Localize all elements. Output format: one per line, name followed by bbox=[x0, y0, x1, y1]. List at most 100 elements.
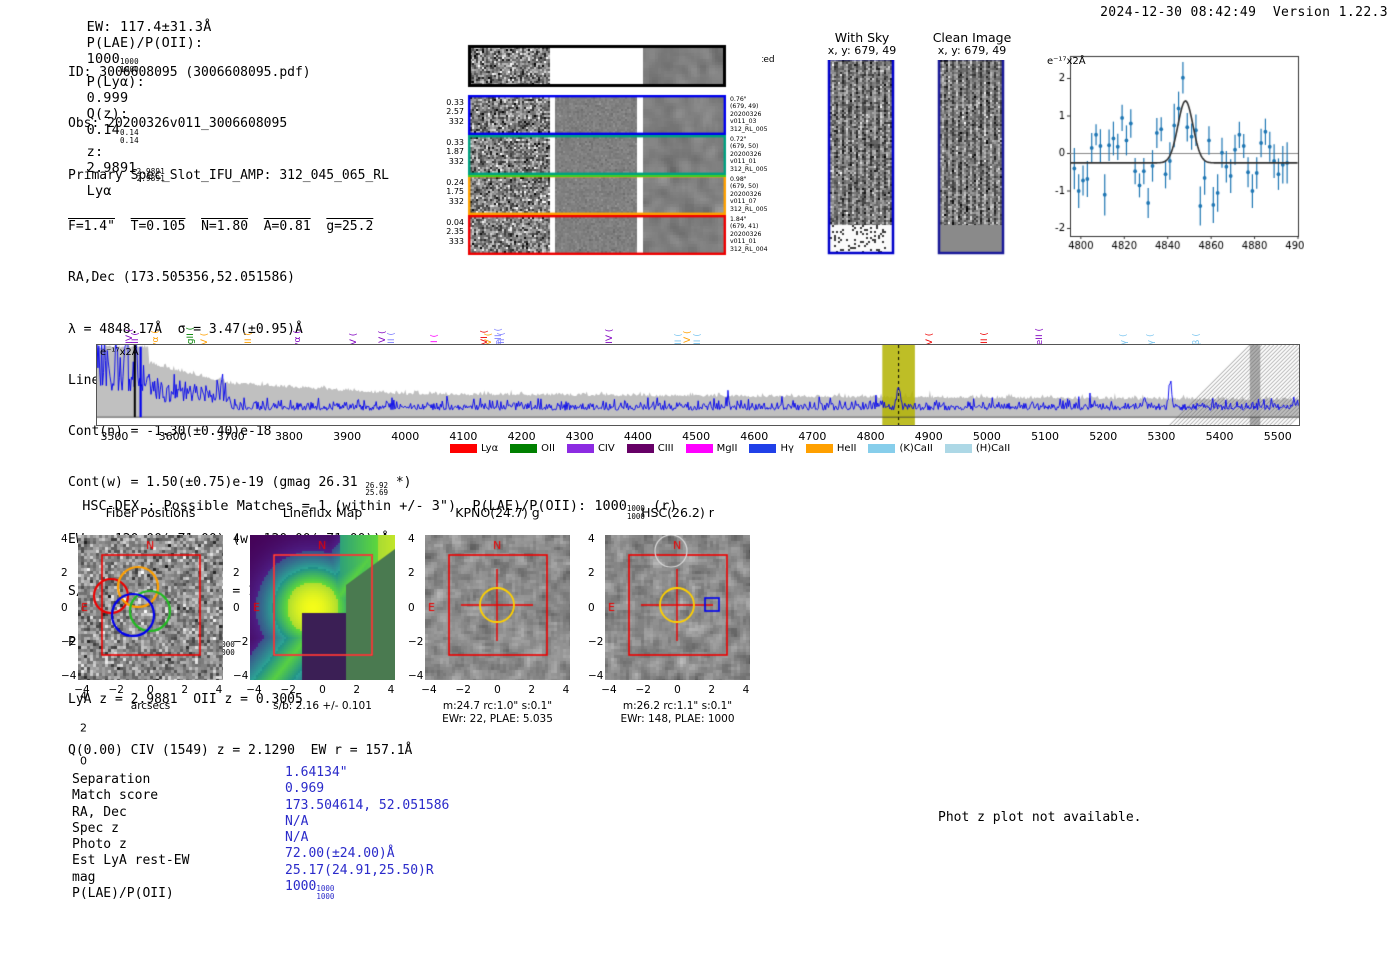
legend-swatch bbox=[749, 444, 777, 453]
cutout-ytick: 0 bbox=[408, 601, 415, 614]
spectrum-xtick: 4100 bbox=[449, 430, 478, 443]
cutout-xtick: 2 bbox=[181, 684, 189, 696]
hscdex-plae-fraction: 1000 1000 bbox=[626, 504, 645, 521]
cutout-ytick: 0 bbox=[61, 601, 68, 614]
cutout-xtick: 0 bbox=[494, 684, 501, 696]
spectrum-xtick: 5000 bbox=[972, 430, 1001, 443]
line-fit-canvas bbox=[1036, 50, 1304, 260]
spectrum-xtick: 4600 bbox=[740, 430, 769, 443]
with-sky-coords: x, y: 679, 49 bbox=[827, 44, 897, 57]
clean-image-title: Clean Image bbox=[932, 30, 1012, 45]
spec2d-row-values: 0.33 1.87 332 bbox=[446, 138, 464, 166]
match-row-label: Spec z bbox=[72, 820, 119, 836]
cutout-ytick: −4 bbox=[61, 670, 77, 682]
spectrum-xtick: 3800 bbox=[274, 430, 303, 443]
cutout-image-2 bbox=[425, 535, 570, 680]
legend-label: HeII bbox=[836, 443, 857, 454]
cutout-xtick: −4 bbox=[246, 684, 262, 696]
match-table-values: 1.64134" 0.969 173.504614, 52.051586 N/A N/A… bbox=[285, 765, 449, 901]
cutout-xtick: −2 bbox=[280, 684, 296, 696]
hscdex-prefix: HSC-DEX : Possible Matches = 1 (within +… bbox=[82, 498, 595, 514]
cutout-xtick: −4 bbox=[601, 684, 617, 696]
spectrum-xtick: 5200 bbox=[1089, 430, 1118, 443]
header-plae-value: 1000 bbox=[86, 51, 120, 67]
cutout-title-2: KPNO(24.7) g bbox=[455, 505, 540, 520]
header-plya-value: 0.999 bbox=[86, 89, 129, 106]
cutout-image-1 bbox=[250, 535, 395, 680]
cutout-image-0 bbox=[78, 535, 223, 680]
cutout-title-0: Fiber Positions bbox=[105, 505, 196, 520]
match-row-label: P(LAE)/P(OII) bbox=[72, 886, 174, 902]
spectrum-xtick: 4400 bbox=[623, 430, 652, 443]
2d-spectrum-panel: 2D Spec Pixel Flat Smoothed Weighted Sum… bbox=[432, 33, 775, 263]
legend-item: OII bbox=[510, 443, 555, 454]
hscdex-suffix: (r) bbox=[644, 498, 678, 514]
legend-item: CIV bbox=[566, 443, 615, 454]
spectrum-xtick: 4900 bbox=[914, 430, 943, 443]
legend-item: MgII bbox=[685, 443, 738, 454]
cutout-ytick: −2 bbox=[233, 635, 249, 648]
spec2d-row-meta: 0.98" (679, 50) 20200326 v011_07 312_RL_005 bbox=[730, 176, 768, 213]
info-redshifts: LyA z = 2.9881 OII z = 0.3005 bbox=[68, 691, 303, 707]
cutout-caption-line1: m:26.2 rc:1.1" s:0.1" bbox=[622, 700, 733, 712]
spectrum-xtick: 3500 bbox=[100, 430, 129, 443]
emission-line-label-row: SiIV (SiII (Lyα (MgII (NV (SiII (Lyα (NV… bbox=[0, 280, 1400, 352]
hsc-dex-match-line: HSC-DEX : Possible Matches = 1 (within +… bbox=[66, 482, 677, 521]
cutout-ytick: 4 bbox=[408, 533, 415, 545]
legend-swatch bbox=[685, 444, 713, 453]
line-fit-plot-panel: e⁻¹⁷x2Å bbox=[1036, 50, 1304, 260]
legend-swatch bbox=[805, 444, 833, 453]
cutout-ytick: 2 bbox=[61, 567, 68, 580]
match-row-value: N/A bbox=[285, 813, 309, 829]
legend-item: Hγ bbox=[749, 443, 794, 454]
match-row-label: Est LyA rest-EW bbox=[72, 853, 190, 869]
cutout-xtick: 4 bbox=[742, 684, 750, 696]
sky-image-panels: With Sky x, y: 679, 49 Clean Image x, y:… bbox=[812, 30, 1022, 260]
match-row-value: N/A bbox=[285, 830, 309, 846]
legend-item: (H)CaII bbox=[944, 443, 1010, 454]
info-radec: RA,Dec (173.505356,52.051586) bbox=[68, 270, 295, 286]
spectrum-xtick: 5100 bbox=[1031, 430, 1060, 443]
match-row-label: Separation bbox=[72, 772, 151, 787]
cutout-ytick: 2 bbox=[588, 567, 595, 580]
spec2d-row-meta: 0.76" (679, 49) 20200326 v011_03 312_RL_005 bbox=[730, 96, 768, 133]
cutout-ytick: 4 bbox=[61, 533, 68, 545]
full-spectrum-plot bbox=[96, 344, 1300, 426]
info-continuum-narrow: Cont(n) = -1.30(±0.40)e-18 bbox=[68, 424, 272, 440]
cutout-ytick: −4 bbox=[408, 670, 424, 682]
header-z-value: 2.9891 bbox=[86, 160, 137, 177]
cutout-xtick: 2 bbox=[528, 684, 536, 696]
cutout-xtick: 2 bbox=[708, 684, 716, 696]
info-plae-fraction: 1000 1000 bbox=[216, 640, 235, 657]
spec2d-row-values: 0.24 1.75 332 bbox=[446, 178, 464, 206]
legend-label: CIV bbox=[597, 443, 615, 454]
spectrum-xtick: 5400 bbox=[1205, 430, 1234, 443]
cutout-ytick: 0 bbox=[588, 601, 595, 614]
spectrum-xtick: 4800 bbox=[856, 430, 885, 443]
spectrum-ytick: 2 bbox=[80, 721, 87, 735]
cutout-ytick: 2 bbox=[408, 567, 415, 580]
spectrum-xtick: 4700 bbox=[798, 430, 827, 443]
info-q-line: Q(0.00) CIV (1549) z = 2.1290 EW r = 157… bbox=[68, 742, 413, 758]
legend-swatch bbox=[566, 444, 594, 453]
legend-label: MgII bbox=[716, 443, 738, 454]
spectrum-xtick: 5300 bbox=[1147, 430, 1176, 443]
spectrum-xtick: 3700 bbox=[216, 430, 245, 443]
spec2d-row-values: 0.04 2.35 333 bbox=[446, 218, 464, 246]
cutout-xtick: −4 bbox=[74, 684, 90, 696]
cutout-xtick: 4 bbox=[215, 684, 223, 696]
cutout-ytick: 2 bbox=[233, 567, 240, 580]
info-wavelength: λ = 4848.17Å σ = 3.47(±0.95)Å bbox=[68, 321, 303, 337]
match-row-value: 173.504614, 52.051586 bbox=[285, 797, 450, 813]
cutout-xtick: −2 bbox=[108, 684, 124, 696]
spectrum-x-ticks: 3500 3600 3700 3800 3900 4000 4100 4200 4300 4400… bbox=[0, 430, 1400, 448]
match-row-label: Photo z bbox=[72, 837, 127, 853]
cutout-ytick: −2 bbox=[588, 635, 604, 648]
match-row-value: 1000 1000 1000 bbox=[285, 879, 335, 902]
spectrum-xtick: 4300 bbox=[565, 430, 594, 443]
spec2d-row-values: 0.33 2.57 332 bbox=[446, 98, 464, 126]
cutout-ytick: −4 bbox=[233, 670, 249, 682]
cutout-xtick: 2 bbox=[353, 684, 361, 696]
match-row-value: 25.17(24.91,25.50)R bbox=[285, 862, 434, 878]
header-ew: EW: 117.4±31.3Å bbox=[86, 19, 212, 35]
